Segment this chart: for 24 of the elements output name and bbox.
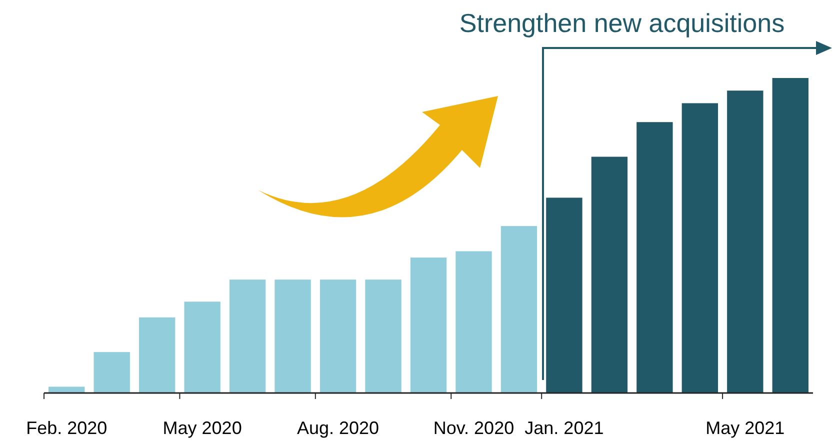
bar	[500, 226, 538, 393]
bar	[320, 280, 356, 393]
bar	[636, 122, 673, 393]
bar	[682, 103, 718, 393]
x-tick-label: Nov. 2020	[433, 418, 514, 438]
bar	[138, 317, 176, 393]
x-tick-label: Aug. 2020	[296, 418, 380, 438]
bar	[591, 156, 628, 393]
x-tick-label: Jan. 2021	[524, 418, 604, 438]
bar	[772, 78, 808, 393]
bar	[184, 302, 220, 393]
bar	[456, 251, 492, 393]
bar	[229, 280, 266, 393]
bar	[410, 258, 447, 393]
bar	[48, 386, 85, 393]
bar	[274, 280, 311, 393]
bar	[727, 90, 764, 393]
bar	[365, 280, 402, 393]
x-tick-label: Feb. 2020	[26, 418, 108, 438]
bar	[546, 198, 582, 393]
text: Strengthen new acquisitions	[459, 8, 785, 38]
bar	[94, 352, 130, 393]
x-tick-label: May 2020	[162, 418, 242, 438]
x-tick-label: May 2021	[706, 418, 785, 438]
